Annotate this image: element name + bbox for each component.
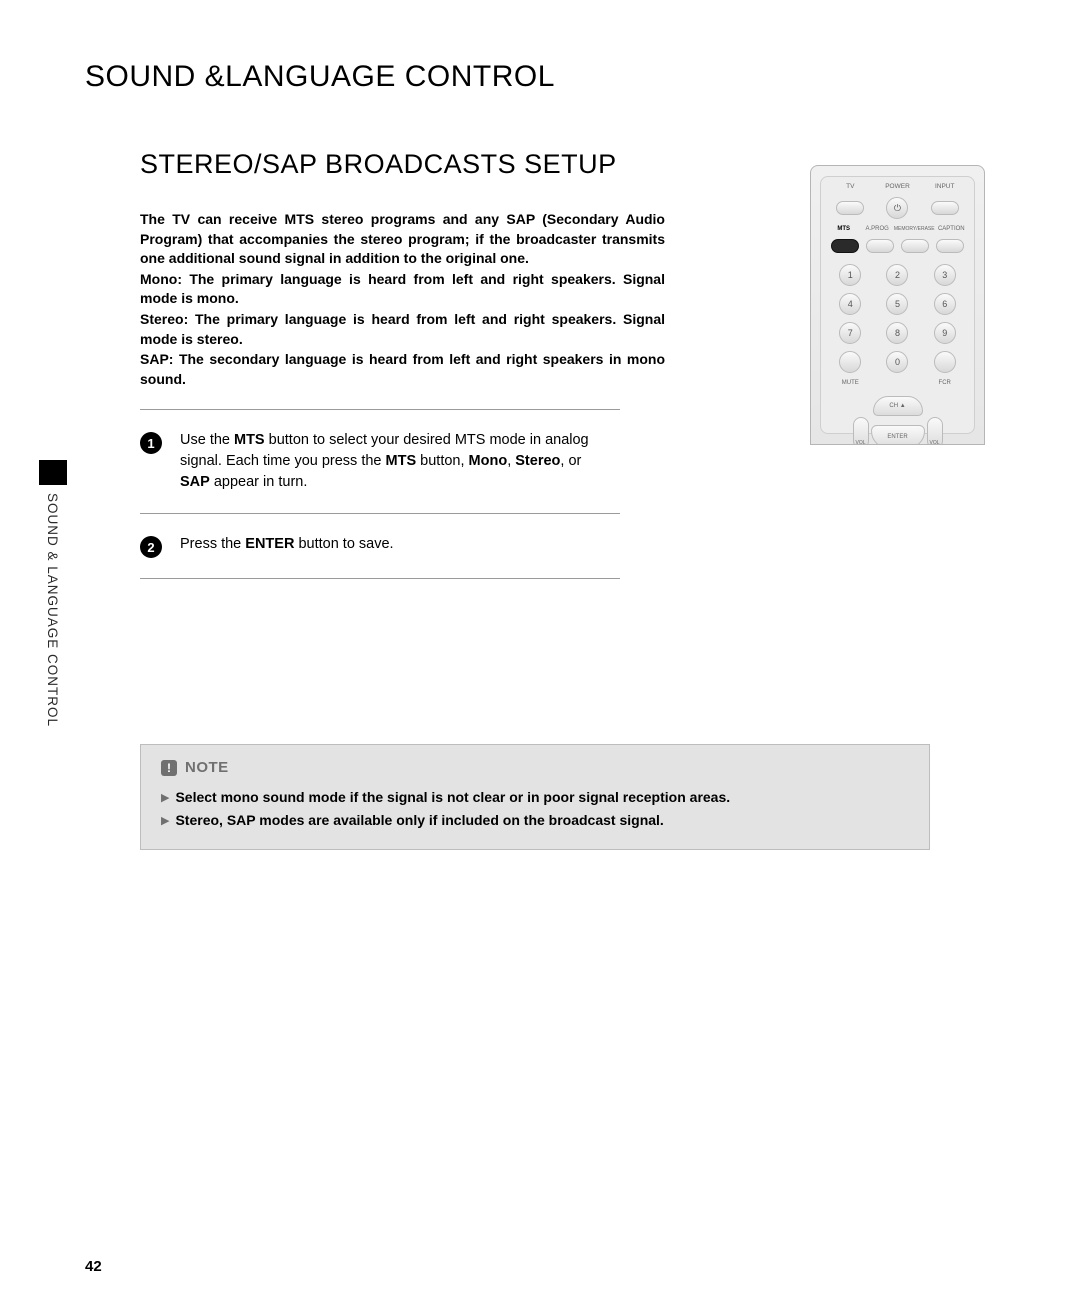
remote-enter: ENTER <box>871 425 925 445</box>
remote-num-0: 0 <box>886 351 908 373</box>
arrow-icon: ▶ <box>161 813 169 831</box>
side-tab-label: SOUND & LANGUAGE CONTROL <box>45 493 60 727</box>
remote-input-button <box>931 201 959 215</box>
remote-label-mts: MTS <box>827 226 860 232</box>
divider <box>140 513 620 514</box>
note-line-1: ▶ Select mono sound mode if the signal i… <box>161 786 909 808</box>
intro-p3: Stereo: The primary language is heard fr… <box>140 310 665 349</box>
remote-num-4: 4 <box>839 293 861 315</box>
remote-label-fcr: FCR <box>921 380 968 386</box>
step-number-1: 1 <box>140 432 162 454</box>
note-title: NOTE <box>185 759 229 776</box>
note-header: ! NOTE <box>161 759 909 776</box>
note-line-2: ▶ Stereo, SAP modes are available only i… <box>161 809 909 831</box>
t: MTS <box>234 432 265 448</box>
side-tab-marker <box>39 460 67 485</box>
note-box: ! NOTE ▶ Select mono sound mode if the s… <box>140 744 930 850</box>
remote-num-7: 7 <box>839 322 861 344</box>
t: Use the <box>180 432 234 448</box>
remote-label-mute: MUTE <box>827 380 874 386</box>
remote-label-memerase: MEMORY/ERASE <box>894 226 935 232</box>
remote-tv-button <box>836 201 864 215</box>
remote-blank-right <box>934 351 956 373</box>
remote-mts-button <box>831 239 859 253</box>
intro-p2: Mono: The primary language is heard from… <box>140 270 665 309</box>
remote-num-6: 6 <box>934 293 956 315</box>
remote-aprog-button <box>866 239 894 253</box>
remote-illustration: TV POWER INPUT ⏻ MTS A.PROG MEMORY/ERASE… <box>810 165 985 445</box>
t: button, <box>416 453 468 469</box>
remote-dpad: CH ▲ VOL ENTER VOL <box>853 396 943 427</box>
remote-label-power: POWER <box>874 183 921 190</box>
divider <box>140 578 620 579</box>
arrow-icon: ▶ <box>161 790 169 808</box>
t: MTS <box>386 453 417 469</box>
remote-label-aprog: A.PROG <box>860 226 893 232</box>
step-2-text: Press the ENTER button to save. <box>180 534 394 555</box>
page-number: 42 <box>85 1258 102 1275</box>
step-2: 2 Press the ENTER button to save. <box>140 534 600 558</box>
step-number-2: 2 <box>140 536 162 558</box>
t: Mono <box>469 453 508 469</box>
side-tab: SOUND & LANGUAGE CONTROL <box>39 460 67 790</box>
remote-caption-button <box>936 239 964 253</box>
intro-p4: SAP: The secondary language is heard fro… <box>140 350 665 389</box>
remote-memerase-button <box>901 239 929 253</box>
note-1-text: Select mono sound mode if the signal is … <box>175 789 730 805</box>
remote-blank-left <box>839 351 861 373</box>
remote-vol-up: VOL <box>927 417 943 445</box>
step-1-text: Use the MTS button to select your desire… <box>180 430 600 493</box>
t: Stereo <box>175 812 219 828</box>
remote-ch-up: CH ▲ <box>873 396 923 416</box>
remote-num-3: 3 <box>934 264 956 286</box>
remote-num-2: 2 <box>886 264 908 286</box>
remote-num-9: 9 <box>934 322 956 344</box>
t: , or <box>560 453 581 469</box>
divider <box>140 409 620 410</box>
remote-power-button: ⏻ <box>886 197 908 219</box>
remote-label-caption: CAPTION <box>935 226 968 232</box>
t: SAP <box>180 474 210 490</box>
remote-label-input: INPUT <box>921 183 968 190</box>
note-icon: ! <box>161 760 177 776</box>
t: modes are available only if included on … <box>255 812 663 828</box>
page-title: SOUND &LANGUAGE CONTROL <box>85 60 995 94</box>
t: button to save. <box>294 536 393 552</box>
intro-p1: The TV can receive MTS stereo programs a… <box>140 210 665 269</box>
remote-num-1: 1 <box>839 264 861 286</box>
t: Press the <box>180 536 245 552</box>
remote-vol-down: VOL <box>853 417 869 445</box>
t: Stereo <box>515 453 560 469</box>
t: ENTER <box>245 536 294 552</box>
t: , <box>219 812 227 828</box>
intro-text: The TV can receive MTS stereo programs a… <box>140 210 665 389</box>
remote-num-8: 8 <box>886 322 908 344</box>
step-1: 1 Use the MTS button to select your desi… <box>140 430 600 493</box>
t: appear in turn. <box>210 474 308 490</box>
remote-num-5: 5 <box>886 293 908 315</box>
remote-label-tv: TV <box>827 183 874 190</box>
t: SAP <box>227 812 256 828</box>
